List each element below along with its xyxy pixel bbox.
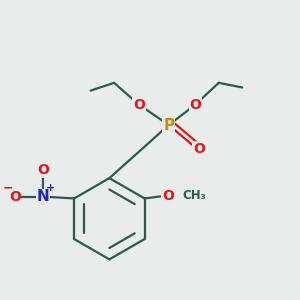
- Text: CH₃: CH₃: [182, 189, 206, 203]
- Text: O: O: [9, 190, 21, 204]
- Text: P: P: [163, 118, 174, 133]
- Text: O: O: [37, 163, 49, 177]
- Text: −: −: [3, 182, 13, 195]
- Text: O: O: [193, 142, 205, 156]
- Text: O: O: [189, 98, 201, 112]
- Text: N: N: [37, 189, 49, 204]
- Text: O: O: [162, 189, 174, 203]
- Text: +: +: [46, 183, 56, 193]
- Text: O: O: [133, 98, 145, 112]
